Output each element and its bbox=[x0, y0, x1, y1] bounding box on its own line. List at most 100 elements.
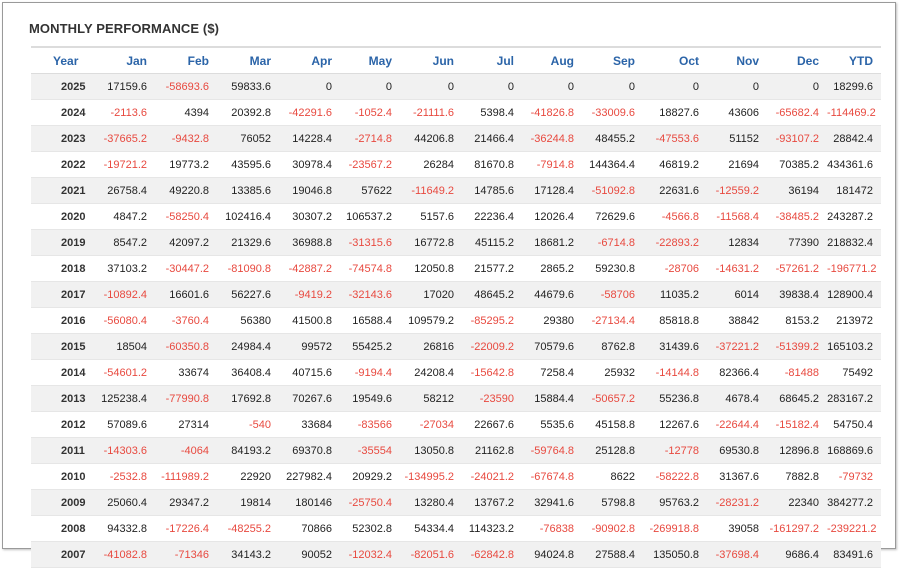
column-header-dec: Dec bbox=[767, 46, 827, 74]
value-cell-sep: 27588.4 bbox=[582, 541, 643, 568]
value-cell-feb: 19773.2 bbox=[155, 151, 217, 178]
value-cell-mar: 20392.8 bbox=[217, 99, 279, 126]
value-cell-jan: 25060.4 bbox=[93, 489, 155, 516]
value-cell-feb: -77990.8 bbox=[155, 385, 217, 412]
value-cell-mar: 59833.6 bbox=[217, 73, 279, 100]
value-cell-sep: 48455.2 bbox=[582, 125, 643, 152]
value-cell-ytd: 434361.6 bbox=[827, 151, 881, 178]
value-cell-sep: 8762.8 bbox=[582, 333, 643, 360]
table-row: 2025 17159.6 -58693.6 59833.6 0 0 0 0 0 0 0 0 0 18299… bbox=[31, 73, 881, 100]
value-cell-oct: 46819.2 bbox=[643, 151, 707, 178]
value-cell-dec: 9686.4 bbox=[767, 541, 827, 568]
value-cell-mar: 13385.6 bbox=[217, 177, 279, 204]
table-row: 2013 125238.4 -77990.8 17692.8 70267.6 19549.… bbox=[31, 385, 881, 412]
year-cell: 2015 bbox=[31, 333, 93, 360]
year-cell: 2012 bbox=[31, 411, 93, 438]
value-cell-dec: -65682.4 bbox=[767, 99, 827, 126]
value-cell-ytd: -196771.2 bbox=[827, 255, 881, 282]
value-cell-apr: 33684 bbox=[279, 411, 340, 438]
value-cell-ytd: -239221.2 bbox=[827, 515, 881, 542]
value-cell-aug: 94024.8 bbox=[522, 541, 582, 568]
year-cell: 2023 bbox=[31, 125, 93, 152]
value-cell-may: -2714.8 bbox=[340, 125, 400, 152]
value-cell-aug: 17128.4 bbox=[522, 177, 582, 204]
value-cell-nov: 0 bbox=[707, 73, 767, 100]
value-cell-may: 20929.2 bbox=[340, 463, 400, 490]
table-row: 2020 4847.2 -58250.4 102416.4 30307.2 106537.… bbox=[31, 203, 881, 230]
value-cell-nov: 12834 bbox=[707, 229, 767, 256]
column-header-jun: Jun bbox=[400, 46, 462, 74]
value-cell-feb: 42097.2 bbox=[155, 229, 217, 256]
table-row: 2019 8547.2 42097.2 21329.6 36988.8 -31315.6 1… bbox=[31, 229, 881, 256]
value-cell-jun: 26816 bbox=[400, 333, 462, 360]
value-cell-aug: 5535.6 bbox=[522, 411, 582, 438]
column-header-may: May bbox=[340, 46, 400, 74]
column-header-nov: Nov bbox=[707, 46, 767, 74]
table-row: 2017 -10892.4 16601.6 56227.6 -9419.2 -32143.… bbox=[31, 281, 881, 308]
value-cell-feb: -58250.4 bbox=[155, 203, 217, 230]
table-row: 2021 26758.4 49220.8 13385.6 19046.8 57622 -11… bbox=[31, 177, 881, 204]
value-cell-sep: 45158.8 bbox=[582, 411, 643, 438]
value-cell-may: -9194.4 bbox=[340, 359, 400, 386]
value-cell-jun: 24208.4 bbox=[400, 359, 462, 386]
value-cell-jul: 114323.2 bbox=[462, 515, 522, 542]
value-cell-aug: 0 bbox=[522, 73, 582, 100]
value-cell-mar: 22920 bbox=[217, 463, 279, 490]
value-cell-ytd: 75492 bbox=[827, 359, 881, 386]
value-cell-may: 57622 bbox=[340, 177, 400, 204]
value-cell-oct: 95763.2 bbox=[643, 489, 707, 516]
value-cell-jan: 26758.4 bbox=[93, 177, 155, 204]
value-cell-feb: -71346 bbox=[155, 541, 217, 568]
value-cell-nov: -37221.2 bbox=[707, 333, 767, 360]
value-cell-jan: 8547.2 bbox=[93, 229, 155, 256]
value-cell-sep: 8622 bbox=[582, 463, 643, 490]
value-cell-dec: 22340 bbox=[767, 489, 827, 516]
value-cell-may: 16588.4 bbox=[340, 307, 400, 334]
value-cell-oct: 85818.8 bbox=[643, 307, 707, 334]
value-cell-may: -31315.6 bbox=[340, 229, 400, 256]
table-row: 2009 25060.4 29347.2 19814 180146 -25750.4 132… bbox=[31, 489, 881, 516]
value-cell-nov: 82366.4 bbox=[707, 359, 767, 386]
table-row: 2016 -56080.4 -3760.4 56380 41500.8 16588.4 10… bbox=[31, 307, 881, 334]
value-cell-mar: -48255.2 bbox=[217, 515, 279, 542]
value-cell-nov: 4678.4 bbox=[707, 385, 767, 412]
table-header: Year Jan Feb Mar Apr May Jun Jul Aug Sep Oct Nov Dec… bbox=[31, 46, 881, 74]
value-cell-aug: 70579.6 bbox=[522, 333, 582, 360]
value-cell-nov: -22644.4 bbox=[707, 411, 767, 438]
value-cell-dec: -81488 bbox=[767, 359, 827, 386]
column-header-year: Year bbox=[31, 46, 93, 74]
value-cell-mar: 24984.4 bbox=[217, 333, 279, 360]
year-cell: 2018 bbox=[31, 255, 93, 282]
value-cell-nov: 6014 bbox=[707, 281, 767, 308]
value-cell-aug: 29380 bbox=[522, 307, 582, 334]
year-cell: 2011 bbox=[31, 437, 93, 464]
value-cell-oct: 11035.2 bbox=[643, 281, 707, 308]
value-cell-feb: 4394 bbox=[155, 99, 217, 126]
value-cell-oct: -4566.8 bbox=[643, 203, 707, 230]
value-cell-ytd: -79732 bbox=[827, 463, 881, 490]
value-cell-ytd: 283167.2 bbox=[827, 385, 881, 412]
value-cell-nov: -12559.2 bbox=[707, 177, 767, 204]
header-row: Year Jan Feb Mar Apr May Jun Jul Aug Sep Oct Nov Dec… bbox=[31, 46, 881, 74]
value-cell-dec: 77390 bbox=[767, 229, 827, 256]
value-cell-sep: 25128.8 bbox=[582, 437, 643, 464]
value-cell-nov: 38842 bbox=[707, 307, 767, 334]
value-cell-apr: 41500.8 bbox=[279, 307, 340, 334]
value-cell-may: -35554 bbox=[340, 437, 400, 464]
value-cell-jan: -14303.6 bbox=[93, 437, 155, 464]
value-cell-jun: 16772.8 bbox=[400, 229, 462, 256]
value-cell-ytd: 165103.2 bbox=[827, 333, 881, 360]
value-cell-jul: 45115.2 bbox=[462, 229, 522, 256]
value-cell-ytd: 181472 bbox=[827, 177, 881, 204]
value-cell-aug: -59764.8 bbox=[522, 437, 582, 464]
column-header-ytd: YTD bbox=[827, 46, 881, 74]
value-cell-jun: 13050.8 bbox=[400, 437, 462, 464]
value-cell-jan: 57089.6 bbox=[93, 411, 155, 438]
value-cell-oct: -14144.8 bbox=[643, 359, 707, 386]
value-cell-mar: 21329.6 bbox=[217, 229, 279, 256]
value-cell-may: -83566 bbox=[340, 411, 400, 438]
value-cell-feb: -3760.4 bbox=[155, 307, 217, 334]
value-cell-nov: 51152 bbox=[707, 125, 767, 152]
value-cell-jun: 54334.4 bbox=[400, 515, 462, 542]
value-cell-apr: 99572 bbox=[279, 333, 340, 360]
